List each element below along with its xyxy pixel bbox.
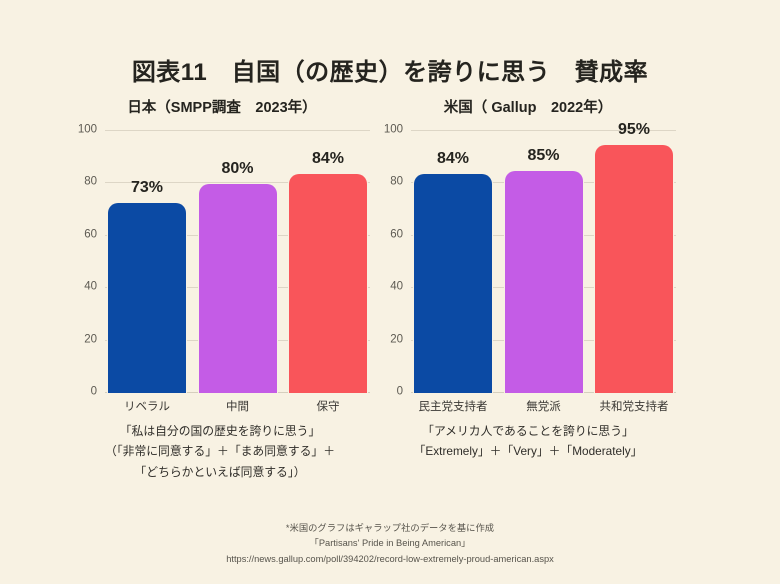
gridline: 100 (78, 124, 370, 135)
x-axis-category-label: 共和党支持者 (599, 401, 669, 413)
y-axis-tick-label: 80 (390, 175, 403, 188)
y-axis-tick-label: 100 (77, 123, 97, 136)
bar[interactable] (594, 144, 674, 393)
footnote-line: *米国のグラフはギャラップ社のデータを基に作成 (285, 523, 495, 533)
bar[interactable] (197, 183, 278, 393)
bars-japan: 73% 80% 84% (105, 131, 370, 393)
bars-usa: 84% 85% 95% (411, 121, 676, 393)
bar-value-label: 73% (130, 178, 164, 196)
x-axis-category-label: 民主党支持者 (418, 401, 488, 413)
chart-title-japan: 日本（SMPP調査 2023年） (127, 100, 317, 116)
bar[interactable] (107, 201, 187, 393)
bar-value-label: 80% (221, 160, 254, 178)
footnote-line: https://news.gallup.com/poll/394202/reco… (226, 553, 554, 564)
caption-line: 「どちらかといえば同意する」） (134, 464, 306, 479)
bar[interactable] (413, 172, 493, 393)
bar-group: 73% (107, 131, 187, 393)
bar-value-label: 84% (436, 149, 470, 167)
category-labels-japan: リベラル 中間 保守 (105, 393, 370, 414)
bar-group: 80% (197, 131, 278, 393)
bar-group: 84% (288, 131, 368, 393)
x-axis-category-label: リベラル (124, 401, 170, 413)
caption-usa: 「アメリカ人であることを誇りに思う」 「Extremely」＋「Very」＋「Mo… (378, 421, 678, 462)
plot-area-japan: 0 20 40 60 80 100 73% 80% 84% (78, 124, 370, 397)
y-axis-tick-label: 0 (90, 385, 97, 398)
x-axis-category-label: 無党派 (526, 401, 561, 413)
caption-line: 「私は自分の国の歴史を誇りに思う」 (119, 424, 321, 438)
plot-area-usa: 0 20 40 60 80 100 84% 85% 95% (384, 121, 676, 397)
source-footnote: *米国のグラフはギャラップ社のデータを基に作成 「Partisans' Pride… (0, 521, 780, 567)
y-axis-tick-label: 60 (390, 228, 403, 241)
caption-japan: 「私は自分の国の歴史を誇りに思う」 （「非常に同意する」＋「まあ同意する」＋ 「どち… (70, 421, 370, 482)
page-title: 図表11 自国（の歴史）を誇りに思う 賛成率 (131, 59, 649, 86)
y-axis-tick-label: 100 (383, 123, 403, 136)
y-axis-tick-label: 60 (84, 228, 97, 241)
bar-value-label: 95% (617, 121, 651, 139)
gridline: 100 (384, 124, 676, 135)
bar-group: 95% (594, 121, 674, 393)
y-axis-tick-label: 20 (84, 332, 97, 345)
y-axis-tick-label: 40 (84, 280, 97, 293)
bar-group: 84% (413, 131, 493, 393)
bar[interactable] (503, 170, 584, 393)
y-axis-tick-label: 80 (84, 175, 97, 188)
x-axis-category-label: 中間 (226, 401, 249, 413)
y-axis-tick-label: 0 (396, 385, 403, 398)
y-axis-tick-label: 40 (390, 280, 403, 293)
bar-value-label: 84% (311, 149, 345, 167)
category-labels-usa: 民主党支持者 無党派 共和党支持者 (411, 393, 676, 414)
chart-title-usa: 米国（ Gallup 2022年） (443, 100, 613, 116)
caption-line: 「Extremely」＋「Very」＋「Moderately」 (413, 444, 643, 459)
bar[interactable] (288, 172, 368, 393)
caption-line: （「非常に同意する」＋「まあ同意する」＋ (104, 444, 336, 459)
bar-value-label: 85% (527, 147, 560, 165)
chart-panel-usa: 米国（ Gallup 2022年） 0 20 40 60 80 100 84% 85% 95%… (378, 96, 678, 416)
gridline: 80 (84, 176, 370, 187)
y-axis-tick-label: 20 (390, 332, 403, 345)
caption-line: 「アメリカ人であることを誇りに思う」 (422, 424, 634, 438)
footnote-line: 「Partisans' Pride in Being American」 (309, 538, 471, 549)
x-axis-category-label: 保守 (316, 401, 340, 413)
chart-panel-japan: 日本（SMPP調査 2023年） 0 20 40 60 80 100 73% 80% 84% … (72, 96, 372, 416)
bar-group: 85% (503, 131, 584, 393)
